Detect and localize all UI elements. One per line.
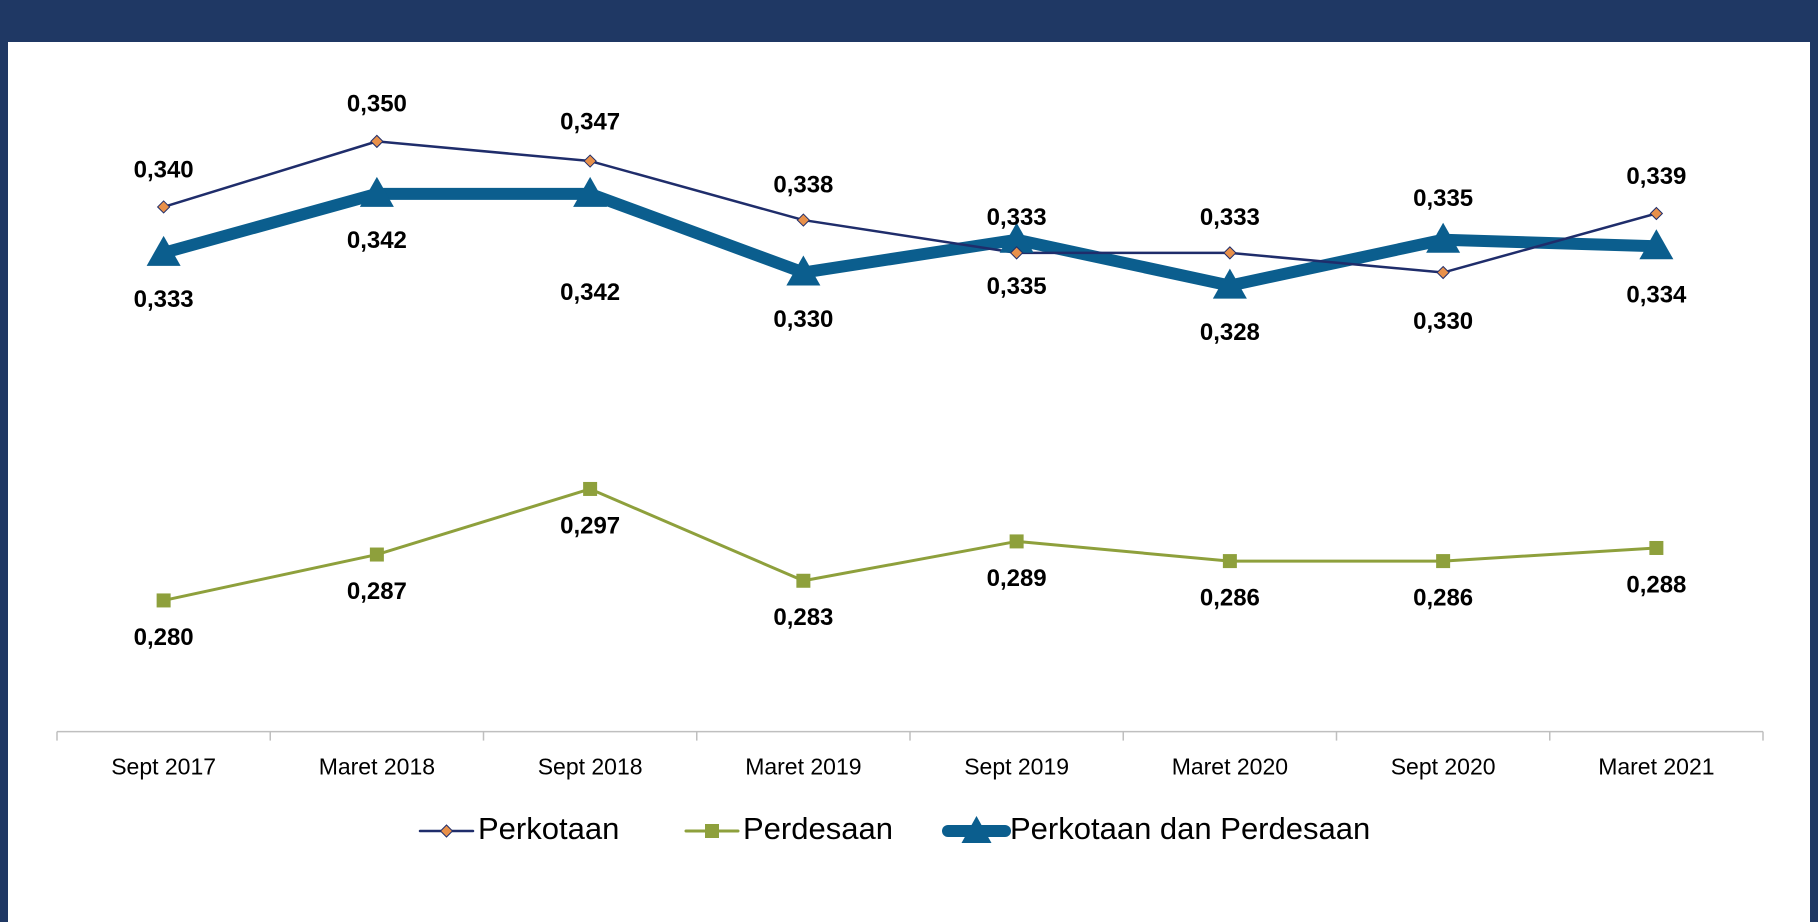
chart-frame <box>8 42 1810 922</box>
data-label: 0,288 <box>1626 571 1686 598</box>
marker-square <box>156 593 171 608</box>
data-label: 0,328 <box>1200 319 1260 346</box>
marker-diamond <box>156 200 171 214</box>
marker-triangle <box>1639 229 1674 260</box>
data-label: 0,340 <box>134 156 194 183</box>
data-label: 0,350 <box>347 91 407 118</box>
data-label: 0,287 <box>347 578 407 605</box>
marker-diamond <box>1436 265 1450 280</box>
data-label: 0,333 <box>987 204 1047 231</box>
data-label: 0,342 <box>347 227 407 254</box>
legend-marker <box>705 824 719 838</box>
data-label: 0,347 <box>560 108 620 135</box>
marker-diamond <box>1009 246 1024 260</box>
marker-triangle <box>786 255 821 286</box>
marker-diamond <box>583 154 597 168</box>
x-tick-label: Sept 2017 <box>111 754 216 780</box>
data-label: 0,286 <box>1413 584 1473 611</box>
marker-square <box>796 573 811 588</box>
data-label: 0,330 <box>773 306 833 333</box>
data-label: 0,342 <box>560 279 620 306</box>
data-label: 0,334 <box>1626 282 1687 309</box>
legend-label: Perkotaan <box>478 811 619 846</box>
marker-triangle <box>146 235 181 266</box>
marker-diamond <box>796 213 811 227</box>
marker-triangle <box>1426 222 1461 253</box>
series-line <box>163 487 1657 602</box>
x-tick-label: Maret 2019 <box>745 754 861 780</box>
marker-square <box>1649 540 1664 555</box>
legend-label: Perkotaan dan Perdesaan <box>1010 811 1370 846</box>
marker-triangle <box>359 176 394 207</box>
data-label: 0,339 <box>1626 163 1686 190</box>
data-label: 0,338 <box>773 171 833 198</box>
x-tick-label: Sept 2018 <box>538 754 643 780</box>
marker-diamond <box>1223 246 1237 260</box>
data-label: 0,297 <box>560 512 620 539</box>
marker-diamond <box>1649 206 1664 221</box>
data-label: 0,289 <box>987 565 1047 592</box>
data-label: 0,280 <box>134 624 194 651</box>
data-label: 0,283 <box>773 604 833 631</box>
data-label: 0,333 <box>1200 204 1260 231</box>
marker-triangle <box>573 176 608 207</box>
marker-square <box>583 481 598 496</box>
marker-square <box>1222 554 1237 569</box>
marker-square <box>1436 554 1451 569</box>
series-line <box>163 140 1657 274</box>
data-label: 0,335 <box>1413 185 1473 212</box>
marker-triangle <box>1212 268 1247 299</box>
marker-triangle <box>999 222 1034 253</box>
legend-label: Perdesaan <box>743 811 893 846</box>
data-label: 0,286 <box>1200 584 1260 611</box>
data-label: 0,333 <box>134 286 194 313</box>
x-tick-label: Maret 2020 <box>1172 754 1288 780</box>
marker-square <box>1009 534 1024 549</box>
x-tick-label: Maret 2021 <box>1598 754 1714 780</box>
x-tick-label: Sept 2020 <box>1391 754 1496 780</box>
x-tick-label: Maret 2018 <box>319 754 435 780</box>
x-tick-label: Sept 2019 <box>964 754 1069 780</box>
marker-square <box>369 547 384 562</box>
legend-marker <box>961 816 992 843</box>
legend-marker <box>439 824 454 838</box>
marker-diamond <box>370 134 384 149</box>
data-label: 0,335 <box>987 273 1047 300</box>
series-line <box>162 187 1657 292</box>
data-label: 0,330 <box>1413 308 1473 335</box>
